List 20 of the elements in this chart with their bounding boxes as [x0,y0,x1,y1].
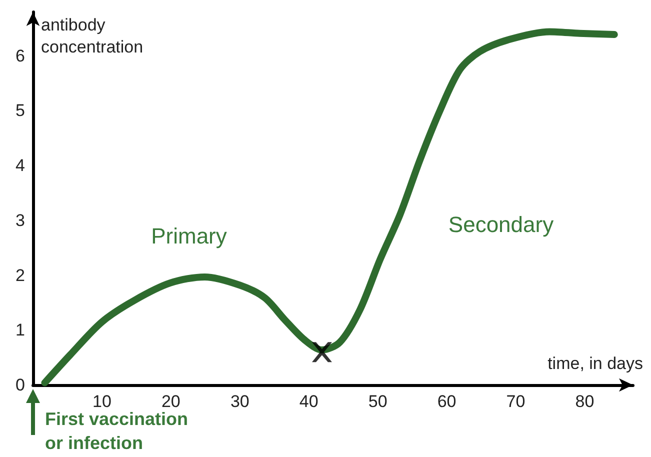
x-tick-label: 70 [506,392,526,411]
y-tick-label: 6 [16,46,25,66]
text: First vaccination or infection [45,409,194,453]
y-tick-label: 3 [16,210,25,230]
x-tick-label: 20 [161,392,180,411]
annotation: Secondary [448,212,554,238]
y-tick-label: 1 [16,320,25,340]
x-tick-label: 10 [92,392,112,411]
y-tick-label: 5 [16,101,25,120]
x-tick-label: 80 [575,392,594,411]
x-tick-label: 30 [230,392,250,411]
y-axis-title: antibody concentration [41,16,144,56]
x-tick-label: 40 [299,392,318,411]
y-tick-label: 0 [16,376,25,394]
x-axis-title: time, in days [548,354,644,373]
annotation: Primary [151,223,227,248]
y-tick-label: 2 [16,266,25,285]
x-tick-label: 50 [368,392,388,411]
y-tick-label: 4 [16,156,25,176]
x-tick-label: 60 [437,392,456,411]
